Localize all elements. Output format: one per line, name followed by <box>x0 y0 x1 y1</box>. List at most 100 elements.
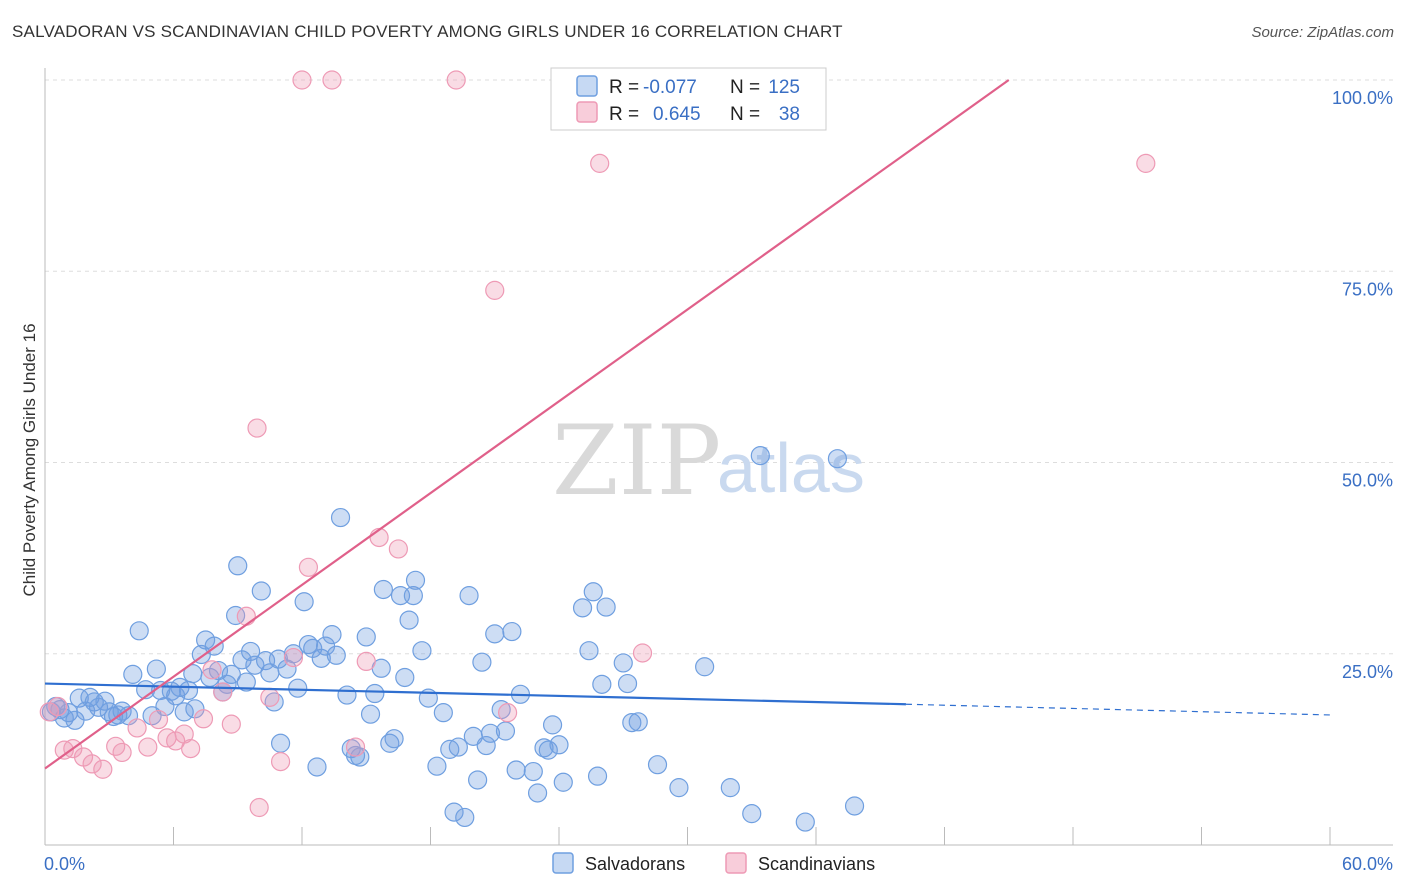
scandinavians-point <box>270 752 291 772</box>
salvadorans-point <box>208 660 229 681</box>
salvadorans-point <box>350 747 370 767</box>
bottom-legend-label-salvadorans: Salvadorans <box>585 854 685 874</box>
salvadorans-point <box>844 796 865 816</box>
salvadorans-point <box>228 556 248 576</box>
salvadorans-point <box>356 627 376 647</box>
salvadorans-point <box>178 680 199 701</box>
scandinavians-point <box>1136 153 1156 173</box>
salvadorans-point <box>322 625 342 645</box>
salvadorans-point <box>146 659 166 679</box>
salvadorans-point <box>695 657 715 677</box>
salvadorans-point <box>572 598 593 618</box>
legend-n-label-salvadorans: N = <box>730 77 760 98</box>
salvadorans-point <box>444 802 464 822</box>
legend-r-label-salvadorans: R = <box>609 77 639 98</box>
salvadorans-trend-extension <box>905 703 1331 716</box>
scandinavians-point <box>249 797 269 818</box>
salvadorans-point <box>129 621 149 641</box>
x-tick-labels: 0.0% 60.0% <box>44 854 1393 874</box>
salvadorans-point <box>523 761 543 782</box>
correlation-legend: R = -0.077 N = 125 R = 0.645 N = 38 <box>550 67 827 131</box>
legend-n-value-salvadorans: 125 <box>768 77 800 98</box>
series-legend: Salvadorans Scandinavians <box>552 852 875 874</box>
y-tick-label-50: 50.0% <box>1342 471 1393 491</box>
scandinavians-point <box>446 70 466 90</box>
salvadorans-point <box>270 733 291 753</box>
salvadorans-point <box>459 586 479 606</box>
salvadorans-point <box>750 446 770 466</box>
legend-r-label-scandinavians: R = <box>609 104 639 125</box>
salvadorans-point <box>502 621 522 642</box>
scandinavians-point <box>181 739 201 759</box>
scandinavians-trend-line <box>44 79 1010 770</box>
scandinavians-point <box>345 737 366 757</box>
salvadorans-point <box>527 783 548 803</box>
legend-swatch-salvadorans <box>576 75 598 97</box>
salvadorans-point <box>742 804 762 824</box>
salvadorans-point <box>622 712 642 733</box>
scandinavians-point <box>127 718 147 738</box>
scandinavians-point <box>82 754 102 774</box>
salvadorans-point <box>360 704 381 724</box>
salvadorans-point <box>399 610 419 630</box>
scandinavians-point <box>632 643 653 663</box>
scandinavians-point <box>138 737 158 757</box>
salvadorans-point <box>596 597 616 617</box>
salvadorans-point <box>412 641 432 661</box>
scandinavians-point <box>322 70 342 90</box>
salvadorans-point <box>433 703 453 723</box>
legend-r-value-salvadorans: -0.077 <box>643 77 697 98</box>
salvadorans-point <box>538 740 558 760</box>
trend-lines <box>44 79 1331 770</box>
salvadorans-point <box>592 674 612 694</box>
scandinavians-point <box>148 709 169 730</box>
salvadorans-point <box>405 570 426 590</box>
salvadorans-point <box>628 712 648 732</box>
y-tick-label-100: 100.0% <box>1332 88 1393 108</box>
salvadorans-point <box>403 586 423 606</box>
salvadorans-point <box>472 652 492 672</box>
salvadorans-point <box>311 648 331 668</box>
scandinavians-point <box>93 759 113 779</box>
bottom-legend-label-scandinavians: Scandinavians <box>758 854 875 874</box>
salvadorans-point <box>174 702 194 722</box>
scandinavians-point <box>292 70 312 90</box>
watermark: ZIP atlas <box>552 405 865 517</box>
salvadorans-point <box>827 449 848 469</box>
scandinavians-point <box>388 539 408 559</box>
scandinavians-point <box>193 709 214 729</box>
salvadorans-point <box>236 672 256 692</box>
legend-n-value-scandinavians: 38 <box>779 104 800 125</box>
scandinavians-point <box>202 660 222 680</box>
legend-n-label-scandinavians: N = <box>730 104 760 125</box>
y-tick-labels: 25.0% 50.0% 75.0% 100.0% <box>1332 88 1393 682</box>
chart-title: SALVADORAN VS SCANDINAVIAN CHILD POVERTY… <box>12 22 843 41</box>
bottom-legend-swatch-scandinavians <box>725 852 747 874</box>
salvadorans-point <box>549 735 569 755</box>
salvadorans-point <box>468 770 488 790</box>
salvadorans-point <box>337 685 357 705</box>
salvadorans-point <box>542 715 563 735</box>
salvadorans-point <box>583 582 603 602</box>
salvadorans-point <box>226 605 246 626</box>
scandinavians-point <box>221 714 241 734</box>
scandinavians-point <box>112 742 132 763</box>
scandinavians-point <box>260 687 280 707</box>
scandinavians-point <box>590 153 610 173</box>
gridlines <box>45 79 1393 655</box>
salvadorans-point <box>495 721 516 741</box>
salvadorans-point <box>448 737 468 757</box>
x-tick-label-min: 0.0% <box>44 854 85 874</box>
salvadorans-point <box>307 757 327 777</box>
salvadorans-point <box>395 667 415 688</box>
scandinavians-point <box>498 703 518 723</box>
scandinavians-point <box>213 682 233 702</box>
salvadorans-point <box>294 592 314 612</box>
salvadorans-point <box>617 673 638 694</box>
salvadorans-point <box>613 653 633 673</box>
axes <box>44 68 1393 846</box>
salvadorans-point <box>221 664 241 685</box>
salvadorans-point <box>427 756 447 776</box>
salvadorans-trend-line <box>44 682 906 706</box>
